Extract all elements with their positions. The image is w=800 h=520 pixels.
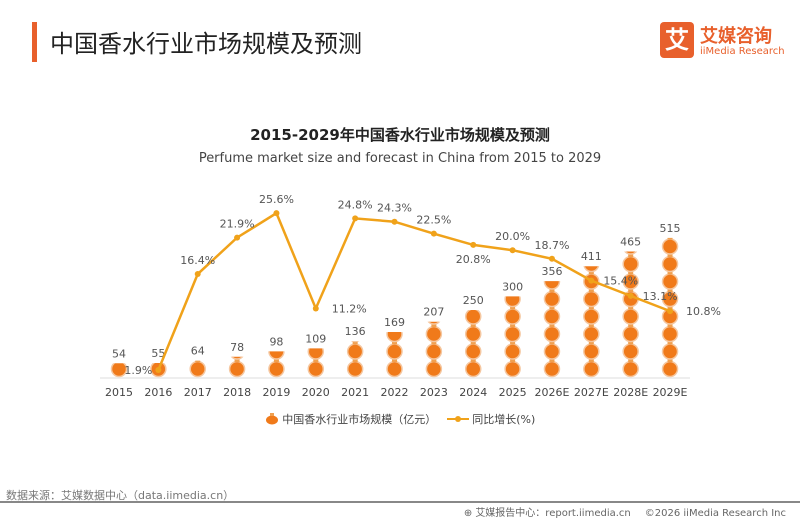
bar-value-label: 465 (620, 236, 641, 249)
report-link[interactable]: 艾媒报告中心：report.iimedia.cn (475, 508, 631, 519)
bar-value-label: 64 (191, 345, 205, 358)
x-tick-label: 2024 (459, 386, 487, 399)
bar-value-label: 78 (230, 341, 244, 354)
copyright: ©2026 iiMedia Research Inc (644, 508, 786, 519)
bar-2018 (228, 356, 246, 378)
growth-point (588, 277, 595, 284)
bar-value-label: 515 (660, 222, 681, 235)
growth-label: 24.3% (377, 202, 412, 215)
bar-2020 (307, 348, 325, 378)
growth-point (155, 367, 162, 374)
bar-2028E (622, 251, 639, 378)
bar-value-label: 98 (269, 335, 283, 348)
growth-point (470, 241, 477, 248)
footer-divider (0, 501, 800, 503)
bar-2027E (583, 266, 600, 378)
bar-value-label: 300 (502, 280, 523, 293)
legend-bar-label: 中国香水行业市场规模（亿元） (282, 413, 437, 426)
bar-2015 (110, 363, 128, 378)
x-tick-label: 2028E (613, 386, 648, 399)
growth-label: 13.1% (643, 290, 678, 303)
bar-value-label: 207 (423, 306, 444, 319)
growth-point (548, 255, 555, 262)
x-tick-label: 2021 (341, 386, 369, 399)
growth-label: 10.8% (686, 305, 721, 318)
growth-point (667, 308, 674, 315)
bar-2019 (268, 351, 285, 378)
chart-title: 2015-2029年中国香水行业市场规模及预测 (250, 126, 550, 144)
bar-value-label: 250 (463, 294, 484, 307)
x-tick-label: 2022 (381, 386, 409, 399)
bar-2023 (425, 321, 443, 378)
growth-label: 1.9% (124, 364, 152, 377)
x-tick-label: 2016 (144, 386, 172, 399)
bar-value-label: 54 (112, 347, 126, 360)
x-tick-label: 2026E (534, 386, 569, 399)
bar-value-label: 169 (384, 316, 405, 329)
title-accent-bar (32, 22, 37, 62)
growth-point (194, 271, 201, 278)
x-tick-label: 2029E (653, 386, 688, 399)
growth-label: 25.6% (259, 193, 294, 206)
bar-2026E (543, 281, 561, 378)
globe-icon: ⊕ (463, 508, 473, 519)
growth-label: 24.8% (338, 198, 373, 211)
bar-value-label: 136 (345, 325, 366, 338)
bar-2024 (464, 310, 482, 378)
bar-value-label: 55 (151, 347, 165, 360)
chart-subtitle: Perfume market size and forecast in Chin… (198, 151, 602, 166)
x-tick-label: 2019 (262, 386, 290, 399)
bar-value-label: 109 (305, 332, 326, 345)
chart: 54 2015 55 2016 64 2017 78 2018 98 2019 109 2020 136… (100, 193, 721, 399)
logo-mark: 艾 (660, 22, 694, 58)
growth-label: 11.2% (332, 302, 367, 315)
bar-2025 (504, 296, 521, 378)
legend-line-icon (446, 416, 469, 422)
bar-2029E (661, 237, 679, 378)
growth-label: 15.4% (603, 275, 638, 288)
growth-point (391, 218, 398, 225)
x-tick-label: 2023 (420, 386, 448, 399)
footer: ⊕ 艾媒报告中心：report.iimedia.cn ©2026 iiMedia R… (450, 504, 786, 519)
growth-point (430, 230, 437, 237)
growth-label: 20.8% (456, 253, 491, 266)
logo: 艾 艾媒咨询 iiMedia Research (660, 22, 800, 62)
legend-line-label: 同比增长(%) (472, 413, 536, 426)
page-title: 中国香水行业市场规模及预测 (50, 30, 362, 58)
growth-point (352, 215, 359, 222)
x-tick-label: 2018 (223, 386, 251, 399)
logo-cn: 艾媒咨询 (700, 26, 772, 47)
x-tick-label: 2027E (574, 386, 609, 399)
bar-2022 (386, 332, 403, 378)
x-tick-label: 2015 (105, 386, 133, 399)
bar-2017 (189, 360, 206, 378)
bar-value-label: 356 (541, 265, 562, 278)
logo-en: iiMedia Research (700, 46, 785, 57)
growth-label: 18.7% (534, 239, 569, 252)
x-tick-label: 2017 (184, 386, 212, 399)
growth-point (234, 234, 241, 241)
growth-label: 16.4% (180, 254, 215, 267)
growth-point (273, 210, 280, 217)
growth-label: 20.0% (495, 230, 530, 243)
growth-line (157, 211, 671, 371)
growth-point (509, 247, 516, 254)
growth-label: 21.9% (220, 218, 255, 231)
bar-value-label: 411 (581, 250, 602, 263)
growth-point (312, 305, 319, 312)
legend-bottle-icon (265, 413, 278, 425)
data-source: 数据来源：艾媒数据中心（data.iimedia.cn） (6, 489, 235, 502)
x-tick-label: 2025 (499, 386, 527, 399)
bar-2021 (346, 341, 364, 378)
legend: 中国香水行业市场规模（亿元） 同比增长(%) (0, 411, 800, 427)
growth-point (627, 292, 634, 299)
x-tick-label: 2020 (302, 386, 330, 399)
growth-label: 22.5% (416, 214, 451, 227)
